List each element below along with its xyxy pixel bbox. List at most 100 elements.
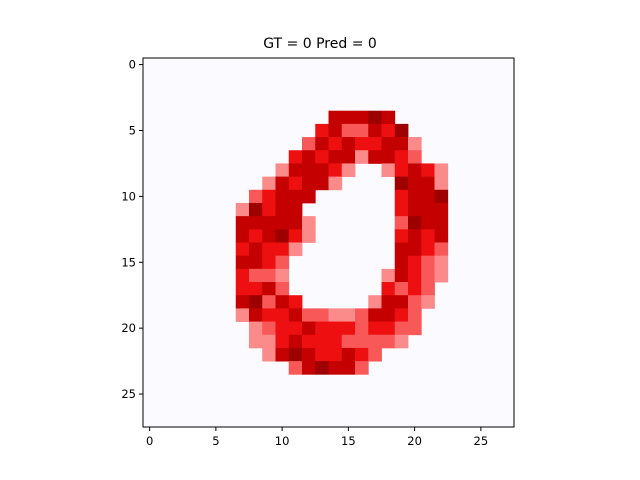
pixel-cell — [408, 255, 422, 270]
pixel-cell — [302, 361, 316, 375]
pixel-cell — [408, 176, 422, 191]
pixel-cell — [381, 295, 396, 309]
pixel-cell — [288, 308, 303, 322]
pixel-cell — [381, 150, 396, 164]
pixel-cell — [408, 163, 422, 178]
pixel-cell — [315, 321, 329, 336]
pixel-cell — [421, 282, 435, 296]
pixel-cell — [315, 163, 329, 178]
y-axis: 0 5 10 15 20 25 — [121, 58, 143, 401]
pixel-cell — [315, 361, 329, 375]
pixel-cell — [302, 308, 316, 322]
pixel-cell — [328, 308, 343, 322]
pixel-cell — [328, 150, 343, 164]
pixel-cell — [328, 334, 343, 349]
pixel-cell — [262, 189, 276, 204]
pixel-cell — [302, 229, 316, 243]
pixel-cell — [381, 268, 396, 283]
pixel-cell — [355, 123, 369, 138]
pixel-cell — [235, 229, 250, 243]
pixel-cell — [249, 229, 263, 243]
pixel-cell — [408, 295, 422, 309]
pixel-cell — [408, 202, 422, 217]
pixel-cell — [421, 255, 435, 270]
pixel-cell — [249, 242, 263, 257]
pixel-cell — [394, 150, 409, 164]
pixel-cell — [275, 163, 290, 178]
pixel-cell — [434, 229, 449, 243]
pixel-cell — [249, 295, 263, 309]
pixel-cell — [394, 229, 409, 243]
pixel-cell — [394, 163, 409, 178]
pixel-cell — [262, 321, 276, 336]
pixel-cell — [288, 347, 303, 362]
pixel-cell — [394, 321, 409, 336]
pixel-cell — [394, 216, 409, 230]
pixel-cell — [328, 321, 343, 336]
pixel-cell — [341, 361, 356, 375]
pixel-cell — [275, 282, 290, 296]
x-tick-label: 0 — [146, 434, 153, 448]
pixel-cell — [341, 308, 356, 322]
pixel-cell — [249, 202, 263, 217]
pixel-cell — [288, 202, 303, 217]
pixel-cell — [394, 268, 409, 283]
pixel-cell — [381, 334, 396, 349]
pixel-cell — [421, 189, 435, 204]
pixel-cell — [421, 268, 435, 283]
pixel-cell — [235, 255, 250, 270]
pixel-cell — [341, 321, 356, 336]
pixel-cell — [328, 361, 343, 375]
pixel-cell — [302, 150, 316, 164]
pixel-cell — [275, 308, 290, 322]
pixel-cell — [408, 308, 422, 322]
pixel-cell — [368, 110, 382, 125]
pixel-cell — [421, 242, 435, 257]
pixel-cell — [368, 137, 382, 151]
pixel-cell — [262, 282, 276, 296]
pixel-cell — [288, 150, 303, 164]
pixel-cell — [421, 216, 435, 230]
pixel-cell — [368, 150, 382, 164]
chart-title: GT = 0 Pred = 0 — [263, 36, 377, 52]
pixel-cell — [341, 347, 356, 362]
pixel-cell — [288, 229, 303, 243]
pixel-cell — [341, 150, 356, 164]
pixel-cell — [328, 163, 343, 178]
pixel-cell — [368, 334, 382, 349]
y-tick-label: 5 — [129, 123, 136, 137]
pixel-cell — [355, 150, 369, 164]
pixel-cell — [315, 150, 329, 164]
pixel-cell — [328, 347, 343, 362]
pixel-cell — [394, 202, 409, 217]
pixel-cell — [249, 255, 263, 270]
pixel-cell — [408, 229, 422, 243]
pixel-cell — [381, 163, 396, 178]
pixel-cell — [288, 163, 303, 178]
pixel-cell — [408, 137, 422, 151]
pixel-cell — [381, 308, 396, 322]
x-tick-label: 10 — [275, 434, 290, 448]
pixel-cell — [341, 163, 356, 178]
pixel-cell — [355, 137, 369, 151]
pixel-cell — [275, 242, 290, 257]
pixel-cell — [434, 189, 449, 204]
pixel-cell — [262, 176, 276, 191]
pixel-cell — [381, 321, 396, 336]
pixel-cell — [434, 255, 449, 270]
pixel-cell — [275, 176, 290, 191]
pixel-cell — [302, 334, 316, 349]
pixel-cell — [275, 268, 290, 283]
pixel-cell — [302, 321, 316, 336]
pixel-cell — [235, 216, 250, 230]
pixel-cell — [262, 202, 276, 217]
pixel-cell — [315, 123, 329, 138]
pixel-cell — [421, 163, 435, 178]
y-tick-label: 15 — [121, 255, 136, 269]
pixel-cell — [355, 321, 369, 336]
pixel-cell — [288, 216, 303, 230]
pixel-cell — [302, 189, 316, 204]
pixel-cell — [355, 334, 369, 349]
pixel-cell — [394, 123, 409, 138]
